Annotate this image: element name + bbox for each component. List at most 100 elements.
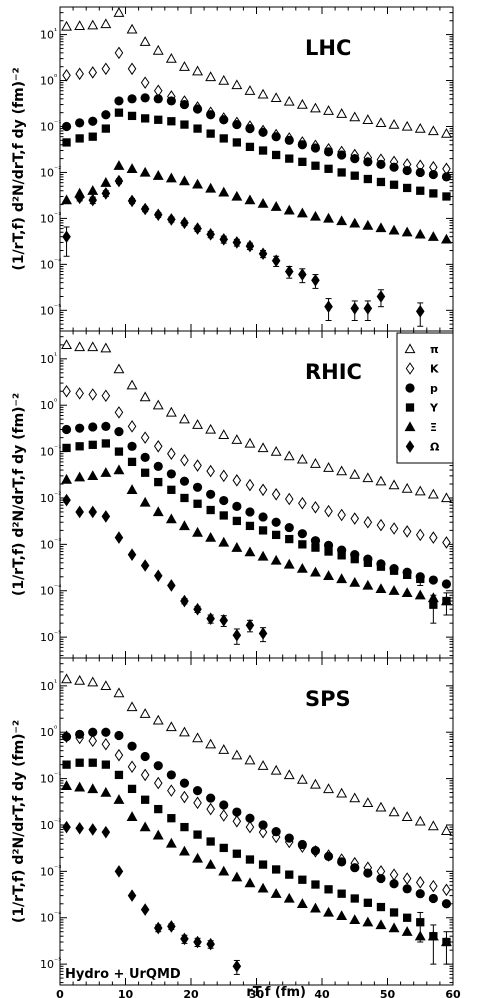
data-point — [258, 627, 268, 640]
series-circle-filled — [61, 421, 452, 589]
data-point — [153, 761, 163, 771]
data-point — [258, 512, 268, 522]
data-point — [126, 163, 138, 173]
data-point — [114, 748, 124, 762]
data-point — [441, 899, 452, 909]
data-point — [193, 499, 202, 508]
data-point — [126, 484, 138, 494]
data-point — [127, 62, 137, 76]
x-axis-label: rT,f (fm) — [246, 985, 306, 998]
data-point — [126, 379, 138, 390]
data-point — [127, 457, 137, 467]
data-point — [441, 595, 452, 606]
series-circle-filled — [61, 93, 452, 182]
data-point — [114, 730, 124, 741]
data-point — [153, 440, 163, 453]
data-point — [139, 391, 151, 402]
y-tick-label: 10⁻¹ — [40, 444, 61, 459]
data-point — [416, 574, 425, 584]
data-point — [362, 219, 374, 230]
data-point — [101, 389, 111, 403]
data-point — [337, 150, 347, 160]
data-point — [74, 781, 86, 792]
y-tick-label-exponent: ¹ — [54, 351, 57, 360]
data-point — [180, 932, 189, 946]
data-point — [192, 482, 203, 492]
data-point — [180, 216, 189, 230]
data-point — [101, 737, 111, 751]
data-point — [61, 20, 72, 31]
data-point — [270, 445, 282, 456]
data-point — [270, 92, 282, 103]
data-point — [389, 868, 399, 881]
y-tick-label-exponent: ⁻⁴ — [54, 256, 61, 265]
data-point — [113, 7, 125, 17]
series-square-filled — [62, 108, 451, 201]
data-point — [272, 150, 281, 160]
data-point — [283, 95, 295, 106]
data-point — [441, 936, 452, 947]
plot-frame — [59, 330, 454, 659]
data-point — [336, 465, 348, 476]
data-point — [310, 536, 321, 546]
data-point — [139, 36, 151, 46]
data-point — [363, 174, 372, 184]
series-diamond-filled — [62, 820, 242, 975]
data-point — [376, 518, 386, 532]
data-point — [257, 760, 269, 770]
data-point — [285, 534, 294, 544]
legend-label: p — [430, 382, 438, 395]
data-point — [375, 117, 387, 128]
data-point — [87, 783, 99, 794]
data-point — [414, 485, 426, 496]
data-point — [297, 839, 307, 850]
data-point — [388, 806, 400, 817]
data-point — [114, 174, 124, 188]
data-point — [101, 187, 111, 200]
data-point — [88, 758, 97, 767]
data-point — [61, 424, 72, 435]
data-point — [152, 44, 164, 55]
data-point — [165, 406, 177, 417]
data-point — [101, 760, 110, 769]
y-tick-label: 10⁻³ — [40, 863, 61, 878]
data-point — [414, 122, 426, 133]
y-tick-label-exponent: ⁻⁴ — [54, 583, 61, 592]
data-point — [75, 118, 85, 128]
series-square-filled — [62, 439, 451, 624]
data-point — [192, 786, 203, 796]
data-point — [362, 579, 374, 590]
y-tick-label: 10⁻⁴ — [40, 583, 61, 598]
data-point — [127, 441, 137, 451]
data-point — [74, 341, 86, 352]
data-point — [180, 790, 189, 804]
data-point — [362, 472, 374, 483]
data-point — [389, 522, 399, 535]
data-point — [270, 764, 282, 775]
series-diamond-filled — [62, 174, 425, 327]
y-tick-label-exponent: ⁻³ — [54, 210, 61, 219]
data-point — [337, 508, 346, 522]
y-tick-label: 10⁰ — [40, 724, 57, 739]
data-point — [205, 182, 217, 193]
y-tick-label-exponent: ⁰ — [54, 724, 57, 733]
data-point — [75, 67, 84, 81]
data-point — [180, 120, 189, 129]
data-point — [283, 450, 295, 461]
data-point — [362, 797, 374, 808]
data-point — [62, 138, 71, 147]
data-point — [127, 111, 137, 121]
data-point — [311, 543, 320, 552]
data-point — [296, 898, 308, 908]
data-point — [153, 569, 163, 583]
data-point — [375, 222, 387, 233]
data-point — [427, 488, 439, 499]
series-triangle-filled — [61, 780, 452, 947]
data-point — [167, 213, 176, 226]
data-point — [75, 442, 84, 451]
data-point — [152, 506, 164, 517]
series-triangle-open — [61, 673, 452, 835]
data-point — [206, 129, 215, 138]
data-point — [363, 302, 373, 315]
